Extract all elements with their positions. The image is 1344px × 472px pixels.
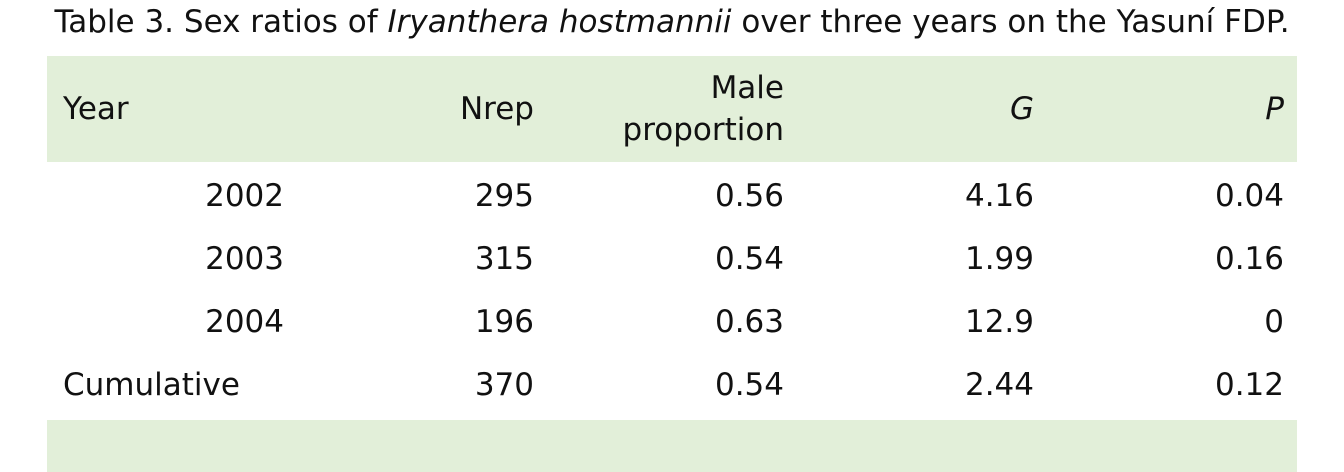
table-row: 2004 196 0.63 12.9 0 <box>47 290 1297 353</box>
cell-p: 0.04 <box>1214 177 1284 214</box>
table-row: 2002 295 0.56 4.16 0.04 <box>47 164 1297 227</box>
cell-nrep: 370 <box>474 366 534 403</box>
cell-nrep: 196 <box>474 303 534 340</box>
header-year: Year <box>63 91 129 127</box>
cell-male-proportion: 0.56 <box>714 177 784 214</box>
header-nrep: Nrep <box>459 91 534 127</box>
table-row: Cumulative 370 0.54 2.44 0.12 <box>47 353 1297 416</box>
caption-species: Iryanthera hostmannii <box>387 4 732 40</box>
cell-male-proportion: 0.54 <box>714 366 784 403</box>
header-g: G <box>1009 91 1034 127</box>
cell-p: 0 <box>1264 303 1284 340</box>
table-header-row: Year Nrep Male proportion G P <box>47 56 1297 162</box>
caption-suffix: over three years on the Yasuní FDP. <box>731 4 1290 40</box>
table-caption: Table 3. Sex ratios of Iryanthera hostma… <box>0 0 1344 44</box>
cell-nrep: 315 <box>474 240 534 277</box>
cell-year: 2004 <box>205 303 284 340</box>
sex-ratio-table: Year Nrep Male proportion G P 2002 295 0… <box>47 56 1297 472</box>
cell-g: 12.9 <box>964 303 1034 340</box>
cell-p: 0.12 <box>1214 366 1284 403</box>
cell-male-proportion: 0.54 <box>714 240 784 277</box>
header-p: P <box>1265 91 1284 127</box>
cell-year: 2003 <box>205 240 284 277</box>
cell-nrep: 295 <box>474 177 534 214</box>
cell-g: 4.16 <box>964 177 1034 214</box>
table-footer-band <box>47 420 1297 472</box>
cell-male-proportion: 0.63 <box>714 303 784 340</box>
header-male-proportion: Male proportion <box>622 70 784 148</box>
caption-prefix: Table 3. Sex ratios of <box>54 4 388 40</box>
cell-year: 2002 <box>205 177 284 214</box>
cell-year: Cumulative <box>63 366 240 403</box>
cell-g: 2.44 <box>964 366 1034 403</box>
table-body: 2002 295 0.56 4.16 0.04 2003 315 0.54 1.… <box>47 162 1297 416</box>
table-row: 2003 315 0.54 1.99 0.16 <box>47 227 1297 290</box>
cell-p: 0.16 <box>1214 240 1284 277</box>
cell-g: 1.99 <box>964 240 1034 277</box>
